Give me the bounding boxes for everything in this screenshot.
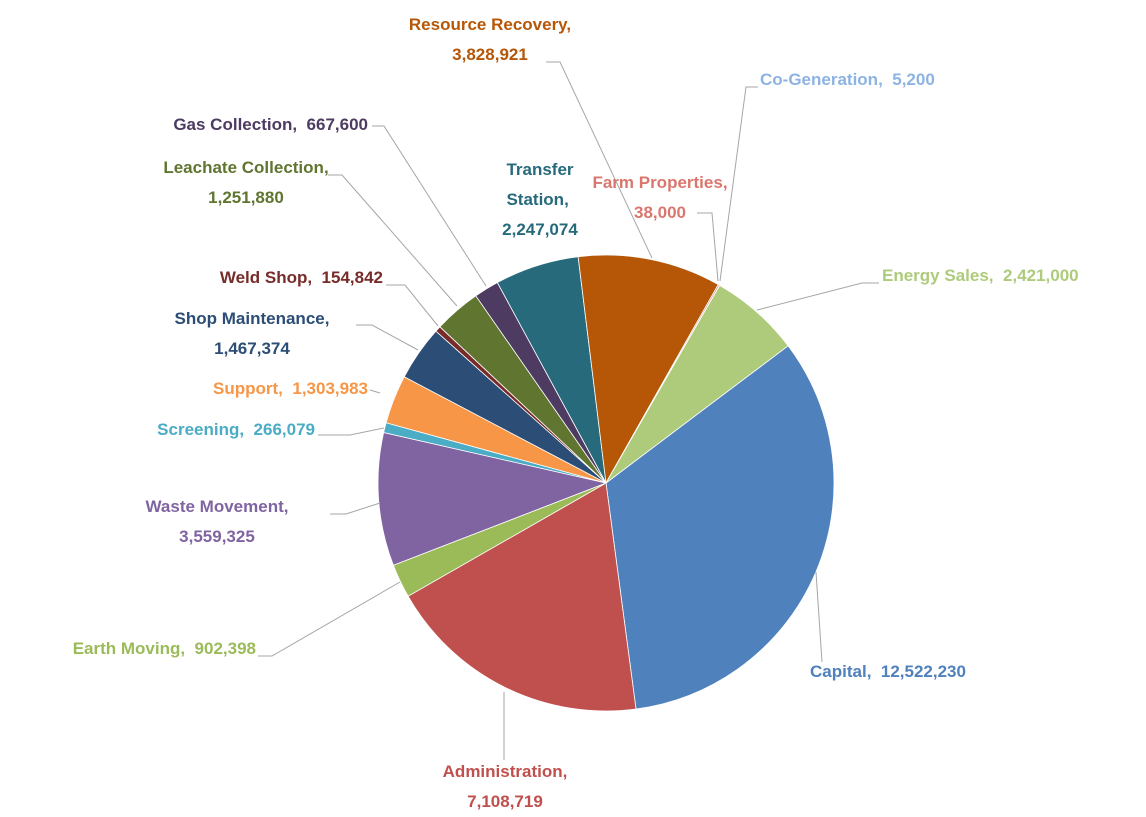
leader-line (546, 61, 653, 259)
leader-line (815, 571, 823, 663)
label-value: 667,600 (306, 115, 368, 134)
label-category: Transfer Station (506, 160, 574, 209)
label-separator: , (722, 173, 728, 192)
label-value: 2,247,074 (502, 220, 578, 239)
data-label: Gas Collection, 667,600 (173, 110, 368, 140)
leader-line (369, 389, 381, 394)
label-value: 1,303,983 (292, 379, 368, 398)
data-label: Shop Maintenance, 1,467,374 (175, 304, 330, 364)
data-label: Transfer Station, 2,247,074 (485, 155, 595, 245)
leader-line (719, 86, 758, 282)
label-separator: , (323, 158, 329, 177)
leader-line (697, 212, 719, 282)
label-category: Waste Movement (145, 497, 284, 516)
label-category: Screening (157, 420, 240, 439)
label-category: Shop Maintenance (174, 309, 325, 328)
label-value: 7,108,719 (467, 792, 543, 811)
label-value: 3,559,325 (179, 527, 255, 546)
leader-line (330, 502, 381, 515)
label-value: 154,842 (321, 268, 383, 287)
data-label: Screening, 266,079 (157, 415, 315, 445)
label-separator: , (564, 190, 569, 209)
label-category: Capital (810, 662, 867, 681)
label-value: 1,467,374 (214, 339, 290, 358)
label-separator: , (283, 497, 289, 516)
data-label: Energy Sales, 2,421,000 (882, 261, 1079, 291)
label-separator: , (278, 379, 283, 398)
data-label: Capital, 12,522,230 (810, 657, 966, 687)
label-separator: , (307, 268, 313, 287)
pie-slice (407, 482, 637, 712)
label-category: Administration (442, 762, 563, 781)
leader-line (356, 324, 419, 351)
label-separator: , (239, 420, 245, 439)
data-label: Waste Movement, 3,559,325 (146, 492, 289, 552)
pie-slice (605, 284, 789, 484)
label-category: Earth Moving (72, 639, 181, 658)
label-category: Leachate Collection (163, 158, 324, 177)
label-category: Energy Sales (882, 266, 989, 285)
pie-slice (605, 345, 835, 710)
label-category: Resource Recovery (408, 15, 567, 34)
label-separator: , (988, 266, 994, 285)
label-separator: , (562, 762, 568, 781)
data-label: Farm Properties, 38,000 (592, 168, 727, 228)
label-category: Farm Properties (592, 173, 723, 192)
label-category: Co-Generation (760, 70, 879, 89)
label-category: Weld Shop (219, 268, 308, 287)
data-label: Earth Moving, 902,398 (73, 634, 256, 664)
data-label: Weld Shop, 154,842 (220, 263, 383, 293)
label-separator: , (878, 70, 883, 89)
leader-line (318, 427, 385, 436)
label-value: 1,251,880 (208, 188, 284, 207)
label-value: 2,421,000 (1002, 266, 1079, 285)
label-value: 3,828,921 (452, 45, 528, 64)
leader-line (372, 125, 487, 287)
leader-line (756, 282, 879, 311)
label-separator: , (866, 662, 872, 681)
label-separator: , (324, 309, 330, 328)
data-label: Co-Generation, 5,200 (760, 65, 935, 95)
pie-slice (577, 254, 719, 485)
label-separator: , (566, 15, 572, 34)
leader-line (328, 174, 458, 307)
label-value: 5,200 (892, 70, 935, 89)
data-label: Support, 1,303,983 (213, 374, 368, 404)
data-label: Leachate Collection, 1,251,880 (163, 153, 328, 213)
label-value: 38,000 (634, 203, 686, 222)
label-category: Gas Collection (173, 115, 293, 134)
label-separator: , (180, 639, 186, 658)
pie-slice (377, 432, 608, 566)
label-separator: , (292, 115, 298, 134)
leader-line (258, 581, 401, 657)
leader-line (386, 284, 439, 327)
label-value: 266,079 (253, 420, 315, 439)
data-label: Administration, 7,108,719 (443, 757, 568, 817)
label-value: 12,522,230 (880, 662, 966, 681)
data-label: Resource Recovery, 3,828,921 (409, 10, 571, 70)
label-category: Support (213, 379, 279, 398)
label-value: 902,398 (194, 639, 256, 658)
